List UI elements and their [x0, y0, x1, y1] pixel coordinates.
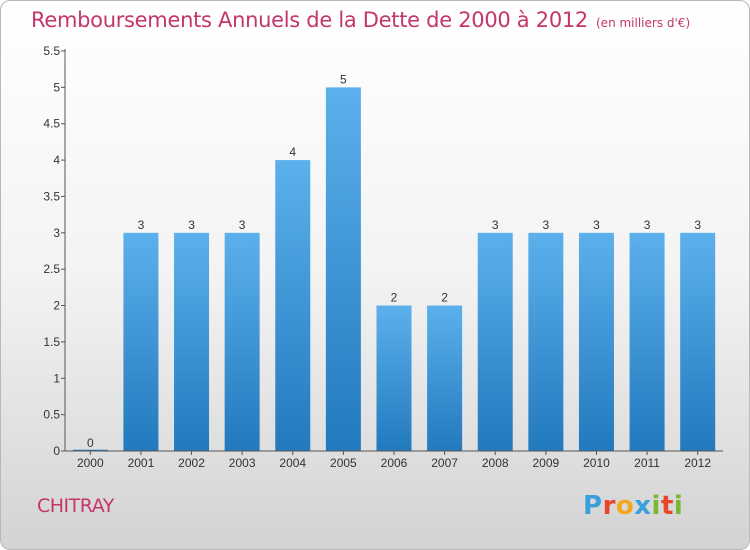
bar-value-label: 2 — [391, 291, 398, 305]
commune-name: CHITRAY — [37, 495, 114, 517]
bar-value-label: 4 — [289, 145, 296, 159]
y-tick-label: 0 — [53, 444, 60, 458]
chart-title: Remboursements Annuels de la Dette de 20… — [31, 8, 690, 32]
bar-value-label: 3 — [593, 218, 600, 232]
y-tick-label: 1.5 — [43, 335, 60, 349]
x-tick-label: 2006 — [381, 456, 408, 470]
x-tick-label: 2003 — [229, 456, 256, 470]
logo-letter: x — [634, 491, 652, 521]
x-tick-label: 2005 — [330, 456, 357, 470]
y-tick-label: 5 — [53, 80, 60, 94]
bar-value-label: 3 — [239, 218, 246, 232]
x-tick-label: 2002 — [178, 456, 205, 470]
bar-value-label: 3 — [138, 218, 145, 232]
x-tick-label: 2010 — [583, 456, 610, 470]
bar — [275, 160, 311, 451]
bars-group: 0 3 3 3 4 5 2 2 3 3 3 3 3 — [72, 72, 716, 452]
y-tick-label: 2 — [53, 299, 60, 313]
y-tick-label: 1 — [53, 371, 60, 385]
bar — [376, 305, 412, 451]
y-tick-label: 3.5 — [43, 189, 60, 203]
x-tick-label: 2012 — [684, 456, 711, 470]
bar-value-label: 5 — [340, 72, 347, 86]
bar — [680, 232, 716, 451]
bar-value-label: 3 — [543, 218, 550, 232]
proxiti-logo: Proxiti — [583, 491, 683, 521]
x-tick-label: 2001 — [128, 456, 155, 470]
bar — [174, 232, 210, 451]
x-tick-label: 2004 — [279, 456, 306, 470]
chart-title-text: Remboursements Annuels de la Dette de 20… — [31, 8, 588, 32]
logo-letter: t — [660, 491, 674, 521]
x-tick-label: 2007 — [431, 456, 458, 470]
bar-value-label: 3 — [188, 218, 195, 232]
logo-letter: o — [615, 491, 635, 521]
y-tick-label: 3 — [53, 226, 60, 240]
y-tick-label: 4 — [53, 153, 60, 167]
y-tick-label: 2.5 — [43, 262, 60, 276]
bar — [578, 232, 614, 451]
bar-value-label: 3 — [492, 218, 499, 232]
bar — [224, 232, 260, 451]
bar — [123, 232, 159, 451]
logo-letter: r — [602, 491, 616, 521]
bar — [325, 87, 361, 451]
bar-value-label: 2 — [441, 291, 448, 305]
bar — [477, 232, 513, 451]
bar — [528, 232, 564, 451]
axes-group: 0 0.5 1 1.5 2 2.5 3 3.5 4 4.5 5 5.5 2000 2001 2002 2003… — [43, 44, 723, 470]
bar-value-label: 0 — [87, 436, 94, 450]
x-tick-label: 2011 — [634, 456, 660, 470]
y-tick-label: 0.5 — [43, 408, 60, 422]
y-tick-label: 5.5 — [43, 44, 60, 58]
x-tick-label: 2000 — [77, 456, 104, 470]
logo-letter: i — [651, 491, 661, 521]
y-tick-label: 4.5 — [43, 117, 60, 131]
logo-letter: P — [583, 491, 603, 521]
chart-unit: (en milliers d'€) — [596, 16, 691, 30]
bar-value-label: 3 — [694, 218, 701, 232]
x-tick-label: 2008 — [482, 456, 509, 470]
bar-value-label: 3 — [644, 218, 651, 232]
logo-letter: i — [673, 491, 684, 521]
x-tick-label: 2009 — [532, 456, 559, 470]
bar — [629, 232, 665, 451]
bar — [427, 305, 463, 451]
